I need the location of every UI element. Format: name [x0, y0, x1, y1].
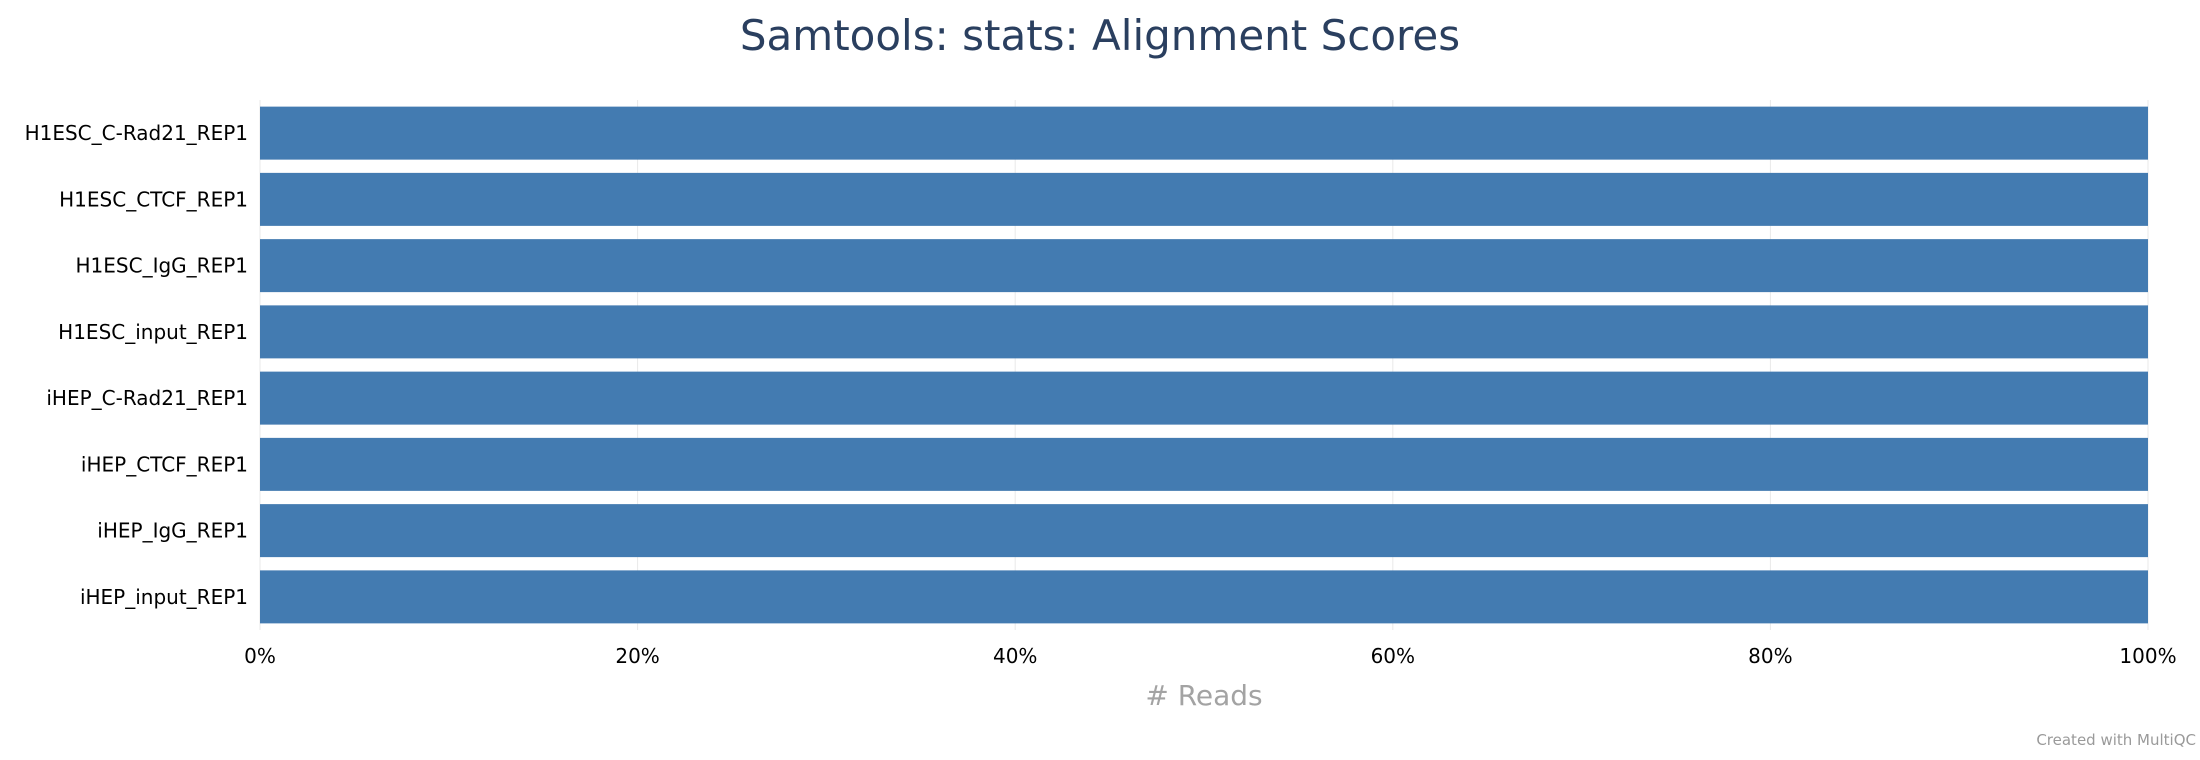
x-tick-label: 100% — [2119, 644, 2176, 668]
bar[interactable] — [260, 172, 2148, 226]
category-label: iHEP_C-Rad21_REP1 — [46, 386, 248, 410]
x-tick-label: 80% — [1748, 644, 1792, 668]
x-tick-label: 20% — [615, 644, 659, 668]
bar[interactable] — [260, 504, 2148, 558]
x-tick-label: 60% — [1371, 644, 1415, 668]
bar[interactable] — [260, 570, 2148, 624]
chart-title: Samtools: stats: Alignment Scores — [740, 11, 1460, 60]
category-label: iHEP_input_REP1 — [80, 585, 248, 609]
category-label: H1ESC_input_REP1 — [58, 320, 248, 344]
x-tick-label: 0% — [244, 644, 276, 668]
category-label: iHEP_IgG_REP1 — [97, 519, 248, 543]
category-label: H1ESC_IgG_REP1 — [76, 254, 248, 278]
bar[interactable] — [260, 305, 2148, 359]
category-label: H1ESC_CTCF_REP1 — [59, 187, 248, 211]
x-axis-title: # Reads — [1145, 679, 1262, 712]
bars — [260, 106, 2148, 624]
bar[interactable] — [260, 239, 2148, 293]
bar[interactable] — [260, 437, 2148, 491]
bar[interactable] — [260, 106, 2148, 160]
bar[interactable] — [260, 371, 2148, 425]
category-labels: H1ESC_C-Rad21_REP1 H1ESC_CTCF_REP1 H1ESC_I… — [25, 121, 248, 609]
category-label: H1ESC_C-Rad21_REP1 — [25, 121, 248, 145]
category-label: iHEP_CTCF_REP1 — [81, 452, 248, 476]
x-tick-labels: 0% 20% 40% 60% 80% 100% — [244, 644, 2176, 668]
multiqc-credit[interactable]: Created with MultiQC — [2036, 731, 2196, 749]
x-tick-label: 40% — [993, 644, 1037, 668]
